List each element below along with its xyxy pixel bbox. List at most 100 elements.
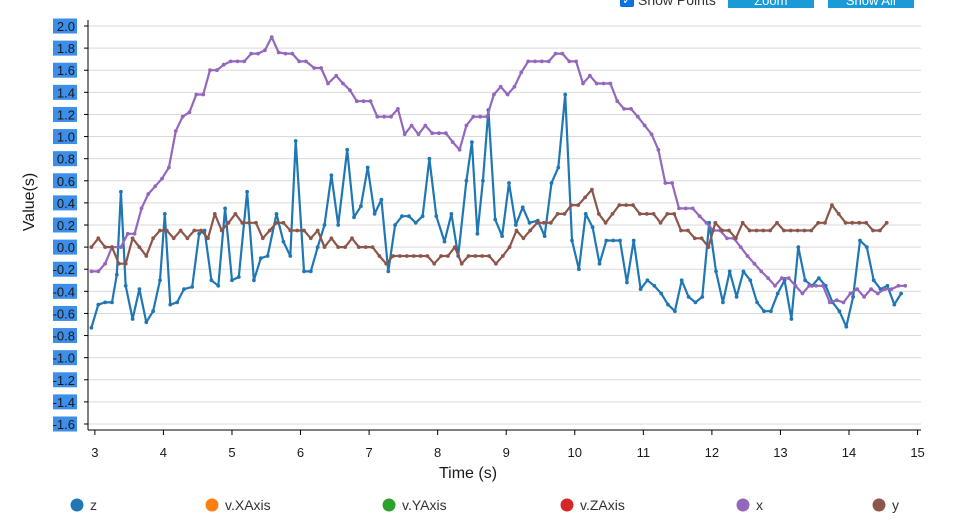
data-point-z	[103, 300, 107, 305]
y-tick-label-highlight	[53, 62, 77, 78]
y-tick-label-highlight	[53, 195, 77, 211]
data-point-x	[173, 129, 178, 133]
data-point-y	[391, 254, 395, 258]
data-point-x	[389, 114, 393, 119]
data-point-z	[892, 302, 897, 307]
data-point-y	[836, 212, 841, 216]
data-point-x	[382, 114, 387, 119]
data-point-z	[520, 205, 525, 210]
y-tick-label-highlight	[53, 261, 77, 277]
data-point-y	[809, 228, 814, 233]
data-point-y	[823, 220, 827, 225]
data-point-z	[352, 215, 356, 220]
x-tick-label: 3	[91, 445, 98, 460]
data-point-z	[741, 269, 746, 274]
y-tick-label: 1.8	[57, 41, 75, 56]
data-point-z	[769, 309, 773, 314]
data-point-y	[432, 261, 437, 266]
data-point-z	[583, 212, 588, 216]
data-point-x	[581, 81, 585, 86]
data-point-z	[175, 300, 180, 305]
legend-item-v.YAxis: v.YAxis	[382, 497, 447, 513]
data-point-x	[656, 147, 661, 152]
data-point-x	[821, 283, 825, 288]
data-point-z	[158, 278, 162, 283]
data-point-x	[841, 300, 846, 305]
legend-marker-v.ZAxis	[560, 498, 574, 512]
x-tick-label: 6	[297, 445, 304, 460]
data-point-y	[878, 228, 882, 233]
x-tick-label: 10	[568, 445, 582, 460]
data-point-x	[663, 181, 668, 185]
data-point-z	[563, 92, 568, 97]
data-point-y	[679, 228, 683, 233]
data-point-y	[247, 220, 252, 225]
data-point-x	[875, 291, 880, 296]
data-point-x	[519, 70, 524, 75]
data-point-y	[638, 212, 642, 216]
data-point-x	[409, 123, 414, 128]
legend-item-v.ZAxis: v.ZAxis	[560, 497, 625, 513]
data-point-y	[644, 212, 649, 216]
x-tick-label: 7	[365, 445, 372, 460]
show-points-toggle[interactable]: ✓ Show Points	[620, 0, 716, 8]
data-point-z	[420, 214, 425, 219]
data-point-x	[276, 50, 281, 55]
zoom-button[interactable]: Zoom	[727, 0, 814, 8]
data-point-x	[492, 92, 496, 97]
data-point-z	[513, 223, 518, 227]
data-point-z	[714, 269, 718, 274]
data-point-y	[651, 212, 656, 216]
data-point-x	[882, 287, 887, 291]
data-point-x	[283, 51, 288, 56]
data-point-z	[700, 295, 705, 299]
data-point-x	[560, 51, 565, 56]
legend-label-v.ZAxis: v.ZAxis	[580, 497, 625, 513]
legend-item-z: z	[70, 497, 97, 513]
data-point-y	[542, 220, 546, 225]
data-point-y	[370, 245, 375, 250]
data-point-y	[110, 245, 114, 250]
show-points-checkbox[interactable]: ✓	[620, 0, 634, 7]
y-tick-label-highlight	[53, 129, 77, 145]
data-point-z	[500, 234, 504, 239]
data-point-x	[567, 59, 572, 64]
data-point-y	[843, 220, 848, 225]
data-point-z	[864, 245, 869, 250]
show-all-button[interactable]: Show All	[827, 0, 914, 8]
y-tick-label: -1.6	[53, 417, 75, 432]
data-point-y	[740, 220, 745, 225]
data-point-x	[361, 99, 366, 104]
legend-marker-y	[872, 498, 886, 512]
data-point-z	[202, 228, 207, 233]
data-point-z	[659, 291, 664, 296]
data-point-x	[201, 92, 206, 97]
y-tick-label-highlight	[53, 217, 77, 233]
y-tick-label-highlight	[53, 40, 77, 56]
x-tick-label: 12	[705, 445, 719, 460]
data-point-z	[386, 269, 391, 274]
data-point-x	[215, 68, 219, 73]
data-point-z	[265, 254, 270, 258]
data-point-y	[507, 245, 512, 250]
data-point-y	[555, 212, 560, 216]
data-point-x	[341, 81, 345, 86]
data-point-x	[752, 261, 757, 266]
y-tick-label-highlight	[53, 173, 77, 189]
data-point-y	[528, 228, 533, 233]
data-point-z	[679, 278, 684, 283]
data-point-x	[745, 254, 750, 258]
data-point-z	[137, 287, 142, 291]
data-point-y	[158, 228, 162, 233]
data-point-x	[242, 59, 247, 64]
y-tick-label-highlight	[53, 18, 77, 34]
data-point-z	[393, 223, 397, 227]
y-tick-label: -0.8	[53, 329, 75, 344]
data-point-z	[727, 269, 732, 274]
show-points-label: Show Points	[638, 0, 716, 8]
data-point-y	[446, 254, 450, 258]
data-point-y	[384, 261, 389, 266]
data-point-z	[507, 181, 511, 185]
data-point-x	[269, 35, 274, 39]
data-point-y	[418, 254, 423, 258]
